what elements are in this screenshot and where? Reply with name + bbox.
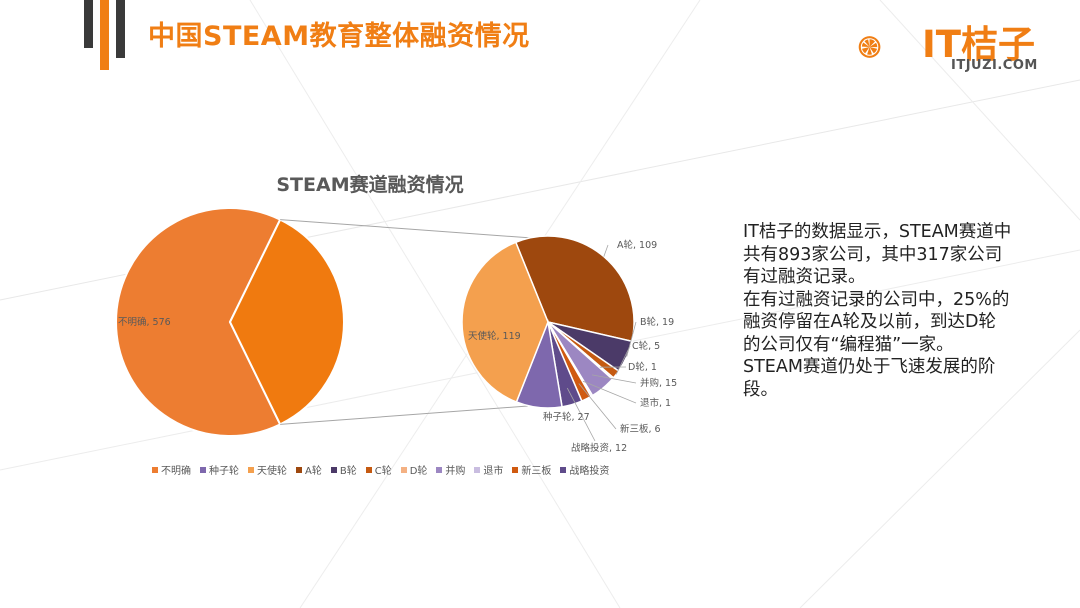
legend-label: 不明确: [161, 466, 191, 477]
legend-label: 并购: [445, 466, 466, 477]
itjuzi-logo: [858, 36, 881, 58]
leader-line-6: [578, 383, 617, 430]
slice-label-7: 战略投资, 12: [571, 442, 627, 454]
legend-label: 战略投资: [569, 466, 610, 477]
legend-item: B轮: [330, 462, 357, 477]
legend-item: 新三板: [512, 462, 551, 477]
label-unclear: 不明确, 576: [118, 316, 171, 328]
leader-line-4: [591, 374, 637, 384]
chart-legend: 不明确 种子轮 天使轮 A轮 B轮 C轮 D轮 并购 退市 新三板 战略投资: [152, 462, 612, 477]
main-pie-slice-other: [228, 218, 345, 426]
legend-item: C轮: [365, 462, 392, 477]
decor-bar-dark-2: [116, 0, 125, 58]
note-line-1: IT桔子的数据显示，STEAM赛道中共有893家公司，其中317家公司有过融资记…: [743, 222, 1012, 287]
slice-label-9: 天使轮, 119: [468, 330, 521, 342]
logo-subtext: ITJUZI.COM: [951, 58, 1038, 73]
legend-item: 退市: [474, 462, 503, 477]
leader-line-7: [566, 387, 596, 442]
legend-swatch: [512, 466, 519, 473]
leader-line-5: [582, 380, 637, 404]
slice-label-6: 新三板, 6: [620, 423, 661, 435]
description-text: IT桔子的数据显示，STEAM赛道中共有893家公司，其中317家公司有过融资记…: [743, 221, 1013, 401]
legend-label: 种子轮: [209, 466, 239, 477]
legend-swatch: [400, 466, 407, 473]
legend-swatch: [296, 466, 302, 473]
logo-text: IT桔子: [922, 23, 1036, 66]
legend-item: 种子轮: [200, 462, 239, 477]
legend-swatch: [248, 466, 254, 473]
legend-label: B轮: [339, 466, 357, 477]
legend-item: A轮: [296, 462, 322, 477]
leader-line-0: [603, 244, 609, 257]
decor-bar-orange: [100, 0, 109, 70]
legend-swatch: [436, 466, 443, 473]
legend-swatch: [152, 466, 158, 473]
main-pie-slice-unclear: [114, 207, 282, 437]
legend-swatch: [365, 466, 372, 473]
legend-swatch: [560, 466, 567, 473]
legend-swatch: [474, 466, 481, 473]
note-line-2: 在有过融资记录的公司中，25%的融资停留在A轮及以前，到达D轮的公司仅有“编程猫…: [743, 289, 1010, 355]
slice-label-2: C轮, 5: [632, 340, 660, 352]
connector-line-2: [280, 405, 529, 425]
legend-swatch: [200, 466, 206, 473]
legend-label: 新三板: [521, 466, 552, 477]
decor-bar-dark-1: [84, 0, 93, 48]
slice-label-4: 并购, 15: [640, 377, 677, 389]
connector-line-1: [280, 219, 533, 239]
legend-item: 并购: [436, 462, 465, 477]
legend-swatch: [330, 466, 337, 473]
note-line-3: STEAM赛道仍处于飞速发展的阶段。: [743, 357, 996, 400]
legend-label: 退市: [483, 466, 504, 477]
legend-item: 天使轮: [248, 462, 287, 477]
legend-label: 天使轮: [257, 466, 287, 477]
chart-title: STEAM赛道融资情况: [276, 174, 464, 196]
legend-item: 战略投资: [560, 462, 609, 477]
legend-item: 不明确: [152, 462, 191, 477]
page-title: 中国STEAM教育整体融资情况: [148, 21, 530, 52]
slice-label-5: 退市, 1: [640, 397, 671, 409]
slice-label-3: D轮, 1: [628, 361, 657, 373]
slice-label-1: B轮, 19: [640, 316, 674, 328]
secondary-pie-slice-9: [461, 241, 549, 403]
legend-label: A轮: [305, 466, 322, 477]
legend-label: D轮: [409, 466, 428, 477]
slice-label-0: A轮, 109: [617, 239, 657, 251]
legend-item: D轮: [400, 462, 428, 477]
slice-label-8: 种子轮, 27: [543, 411, 590, 423]
leader-line-2: [615, 345, 631, 375]
legend-label: C轮: [374, 466, 392, 477]
leader-line-1: [626, 321, 637, 357]
